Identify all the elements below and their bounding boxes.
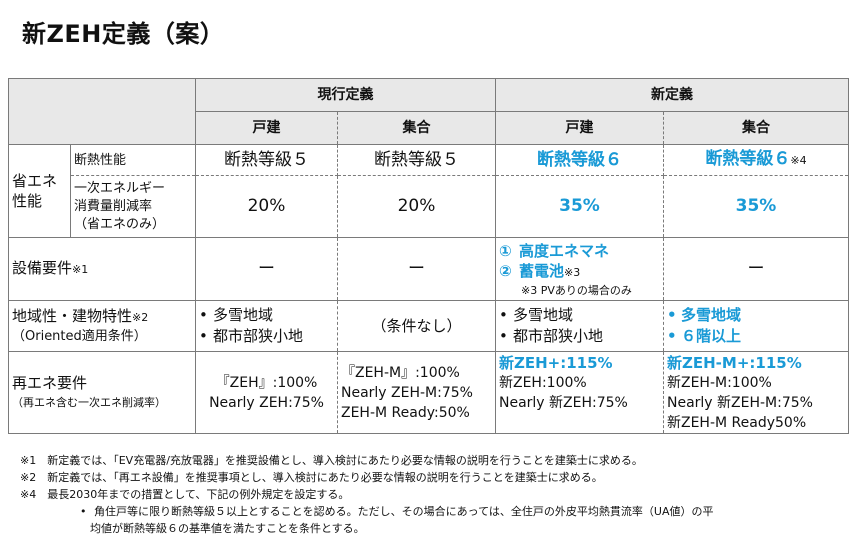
regional-current-collective: （条件なし） xyxy=(337,300,496,352)
zeh-definition-table: 現行定義 新定義 戸建 集合 戸建 集合 省エネ 性能 断熱性能 断熱等級５ 断… xyxy=(8,78,849,434)
renewable-new-c-line: Nearly 新ZEH-M:75% xyxy=(667,395,813,411)
item-2-text: 蓄電池 xyxy=(519,261,565,280)
header-current-collective: 集合 xyxy=(337,111,496,145)
footnote-4-bullet-text: 角住戸等に限り断熱等級５以上とすることを認める。ただし、その場合にあっては、全住… xyxy=(94,505,714,518)
header-new: 新定義 xyxy=(495,78,849,112)
renewable-current-collective: 『ZEH-M』:100% Nearly ZEH-M:75% ZEH-M Read… xyxy=(337,351,496,434)
energy-new-collective: 35% xyxy=(663,175,849,238)
equipment-label: 設備要件※1 xyxy=(8,237,196,301)
equipment-current-detached: ー xyxy=(195,237,338,301)
header-new-detached: 戸建 xyxy=(495,111,664,145)
header-current-detached: 戸建 xyxy=(195,111,338,145)
energy-new-detached: 35% xyxy=(495,175,664,238)
insulation-new-detached: 断熱等級６ xyxy=(495,144,664,176)
renewable-new-c-line: 新ZEH-M Ready50% xyxy=(667,415,807,431)
footnote-2: ※2 新定義では、「再エネ設備」を推奨事項とし、導入検討にあたり必要な情報の説明… xyxy=(20,471,603,484)
regional-newc-item: • ６階以上 xyxy=(667,327,742,345)
insulation-current-detached: 断熱等級５ xyxy=(195,144,338,176)
regional-label-main: 地域性・建物特性※2 xyxy=(12,307,192,327)
item-2-number: ② xyxy=(499,261,512,280)
regional-label-note: ※2 xyxy=(132,310,149,324)
equipment-new-detached: ① 高度エネマネ ② 蓄電池※3 ※3 PVありの場合のみ xyxy=(495,237,664,301)
regional-new-item: • 多雪地域 xyxy=(499,306,574,324)
item-2-note: ※3 xyxy=(564,265,581,279)
renewable-cur-c-line: 『ZEH-M』:100% xyxy=(341,364,460,381)
equipment-new-collective: ー xyxy=(663,237,849,301)
renewable-cur-c-line: ZEH-M Ready:50% xyxy=(341,404,470,421)
renewable-cur-d-line: 『ZEH』:100% xyxy=(215,374,318,391)
regional-new-item: • 都市部狭小地 xyxy=(499,327,604,345)
regional-cur-item-text: 都市部狭小地 xyxy=(213,327,304,345)
insulation-note-ref: ※4 xyxy=(790,154,807,167)
equipment-item-1: ① 高度エネマネ xyxy=(499,241,660,261)
renewable-sublabel: （再エネ含む一次エネ削減率） xyxy=(12,395,166,409)
energy-reduction-label: 一次エネルギー 消費量削減率 （省エネのみ） xyxy=(70,175,196,238)
header-current: 現行定義 xyxy=(195,78,496,112)
renewable-label: 再エネ要件 （再エネ含む一次エネ削減率） xyxy=(8,351,196,434)
insulation-current-collective: 断熱等級５ xyxy=(337,144,496,176)
regional-new-collective: • 多雪地域 • ６階以上 xyxy=(663,300,849,352)
equipment-label-text: 設備要件 xyxy=(12,259,73,277)
item-1-number: ① xyxy=(499,241,512,260)
regional-new-detached: • 多雪地域 • 都市部狭小地 xyxy=(495,300,664,352)
equipment-current-collective: ー xyxy=(337,237,496,301)
footnotes: ※1 新定義では、「EV充電器/充放電器」を推奨設備とし、導入検討にあたり必要な… xyxy=(20,452,840,537)
pv-note: ※3 PVありの場合のみ xyxy=(521,283,632,297)
insulation-new-collective-value: 断熱等級６ xyxy=(705,149,791,169)
item-1-text: 高度エネマネ xyxy=(519,241,610,260)
renewable-label-text: 再エネ要件 xyxy=(12,373,88,392)
renewable-new-d-line: Nearly 新ZEH:75% xyxy=(499,395,628,411)
equipment-item-2: ② 蓄電池※3 xyxy=(499,261,660,283)
regional-newc-item-text: ６階以上 xyxy=(681,327,742,345)
renewable-new-d-highlight: 新ZEH+:115% xyxy=(499,354,613,372)
insulation-label: 断熱性能 xyxy=(70,144,196,176)
regional-cur-item: • 都市部狭小地 xyxy=(199,327,304,345)
insulation-new-collective: 断熱等級６※4 xyxy=(663,144,849,176)
page-title: 新ZEH定義（案） xyxy=(22,20,225,48)
renewable-cur-d-line: Nearly ZEH:75% xyxy=(209,394,324,411)
regional-sublabel: （Oriented適用条件） xyxy=(12,328,147,344)
header-new-collective: 集合 xyxy=(663,111,849,145)
footnote-4: ※4 最長2030年までの措置として、下記の例外規定を設定する。 xyxy=(20,488,350,501)
regional-cur-item: • 多雪地域 xyxy=(199,306,274,324)
regional-label: 地域性・建物特性※2 （Oriented適用条件） xyxy=(8,300,196,352)
regional-current-detached: • 多雪地域 • 都市部狭小地 xyxy=(195,300,338,352)
renewable-new-detached: 新ZEH+:115% 新ZEH:100% Nearly 新ZEH:75% xyxy=(495,351,664,434)
renewable-new-d-line: 新ZEH:100% xyxy=(499,375,587,391)
footnote-4-bullet: • 角住戸等に限り断熱等級５以上とすることを認める。ただし、その場合にあっては、全… xyxy=(80,505,714,518)
regional-newc-item: • 多雪地域 xyxy=(667,306,742,324)
energy-current-detached: 20% xyxy=(195,175,338,238)
renewable-cur-c-line: Nearly ZEH-M:75% xyxy=(341,384,473,401)
regional-cur-item-text: 多雪地域 xyxy=(213,306,274,324)
footnote-4-bullet-cont: 均値が断熱等級６の基準値を満たすことを条件とする。 xyxy=(90,522,365,535)
header-corner xyxy=(8,78,196,145)
regional-new-item-text: 都市部狭小地 xyxy=(513,327,604,345)
renewable-new-c-line: 新ZEH-M:100% xyxy=(667,375,772,391)
renewable-new-collective: 新ZEH-M+:115% 新ZEH-M:100% Nearly 新ZEH-M:7… xyxy=(663,351,849,434)
footnote-1: ※1 新定義では、「EV充電器/充放電器」を推奨設備とし、導入検討にあたり必要な… xyxy=(20,454,643,467)
regional-newc-item-text: 多雪地域 xyxy=(681,306,742,324)
energy-current-collective: 20% xyxy=(337,175,496,238)
equipment-label-note: ※1 xyxy=(72,263,89,276)
regional-new-item-text: 多雪地域 xyxy=(513,306,574,324)
shoene-group-label: 省エネ 性能 xyxy=(8,144,71,238)
renewable-current-detached: 『ZEH』:100% Nearly ZEH:75% xyxy=(195,351,338,434)
renewable-new-c-highlight: 新ZEH-M+:115% xyxy=(667,354,802,372)
regional-label-text: 地域性・建物特性 xyxy=(12,306,133,325)
